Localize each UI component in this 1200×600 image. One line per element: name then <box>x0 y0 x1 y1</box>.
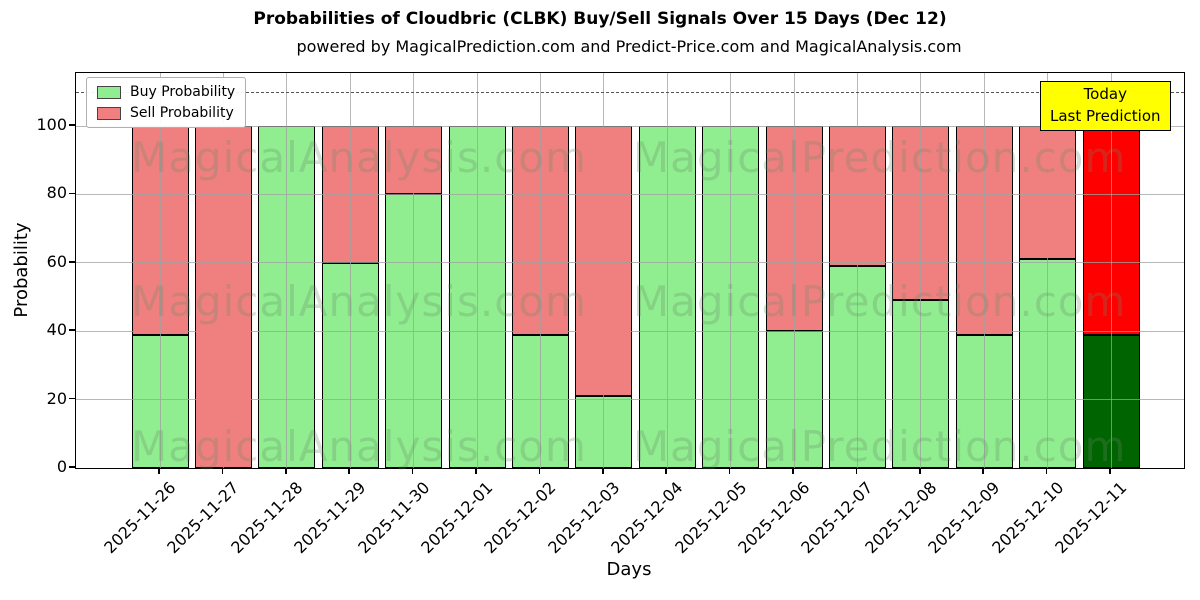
v-gridline <box>603 73 605 468</box>
v-gridline <box>413 73 415 468</box>
x-tick-mark <box>919 468 921 474</box>
v-gridline <box>793 73 795 468</box>
h-gridline <box>76 262 1184 264</box>
x-tick-mark <box>982 468 984 474</box>
today-annotation: Today Last Prediction <box>1040 81 1171 131</box>
x-tick-mark <box>475 468 477 474</box>
y-tick-mark <box>69 124 75 126</box>
legend-label-buy: Buy Probability <box>130 84 236 100</box>
h-gridline <box>76 125 1184 127</box>
x-tick-mark <box>792 468 794 474</box>
v-gridline <box>222 73 224 468</box>
v-gridline <box>476 73 478 468</box>
buy-swatch-icon <box>97 85 121 99</box>
y-tick-label: 40 <box>46 320 67 340</box>
legend-item-buy: Buy Probability <box>97 84 235 100</box>
x-tick-mark <box>348 468 350 474</box>
h-gridline <box>76 330 1184 332</box>
y-tick-mark <box>69 329 75 331</box>
x-tick-mark <box>411 468 414 474</box>
plot-area: Buy Probability Sell Probability Today L… <box>75 72 1185 471</box>
x-tick-mark <box>728 468 731 474</box>
y-tick-label: 0 <box>56 457 67 476</box>
v-gridline <box>666 73 668 468</box>
h-gridline <box>76 193 1184 195</box>
y-tick-label: 60 <box>46 251 67 271</box>
h-gridline <box>76 399 1184 401</box>
legend: Buy Probability Sell Probability <box>86 77 247 128</box>
y-tick-mark <box>69 466 75 468</box>
legend-label-sell: Sell Probability <box>130 105 234 121</box>
v-gridline <box>159 73 161 468</box>
y-tick-mark <box>69 192 75 195</box>
dashed-threshold-line <box>76 91 1184 93</box>
v-gridline <box>730 73 732 468</box>
y-tick-label: 80 <box>46 183 67 203</box>
x-tick-mark <box>221 468 224 474</box>
y-tick-label: 20 <box>46 388 67 408</box>
v-gridline <box>349 73 351 468</box>
x-tick-mark <box>855 468 858 474</box>
v-gridline <box>983 73 985 468</box>
x-tick-mark <box>665 468 667 474</box>
x-tick-mark <box>1109 468 1111 474</box>
x-tick-mark <box>158 468 160 474</box>
legend-item-sell: Sell Probability <box>97 105 235 121</box>
v-gridline <box>1110 73 1112 468</box>
y-tick-label: 100 <box>36 115 67 134</box>
y-tick-mark <box>69 397 75 400</box>
x-tick-mark <box>538 468 541 474</box>
chart-subtitle: powered by MagicalPrediction.com and Pre… <box>296 37 962 56</box>
x-tick-mark <box>1045 468 1048 474</box>
v-gridline <box>920 73 922 468</box>
v-gridline <box>1047 73 1049 468</box>
v-gridline <box>539 73 541 468</box>
v-gridline <box>856 73 858 468</box>
annotation-line-1: Today <box>1083 85 1127 103</box>
annotation-line-2: Last Prediction <box>1050 106 1161 125</box>
sell-swatch-icon <box>97 106 121 120</box>
x-tick-mark <box>285 468 287 474</box>
chart-title: Probabilities of Cloudbric (CLBK) Buy/Se… <box>253 9 947 29</box>
y-tick-mark <box>69 261 75 263</box>
x-tick-mark <box>602 468 604 474</box>
v-gridline <box>286 73 288 468</box>
x-axis-label: Days <box>606 559 652 580</box>
